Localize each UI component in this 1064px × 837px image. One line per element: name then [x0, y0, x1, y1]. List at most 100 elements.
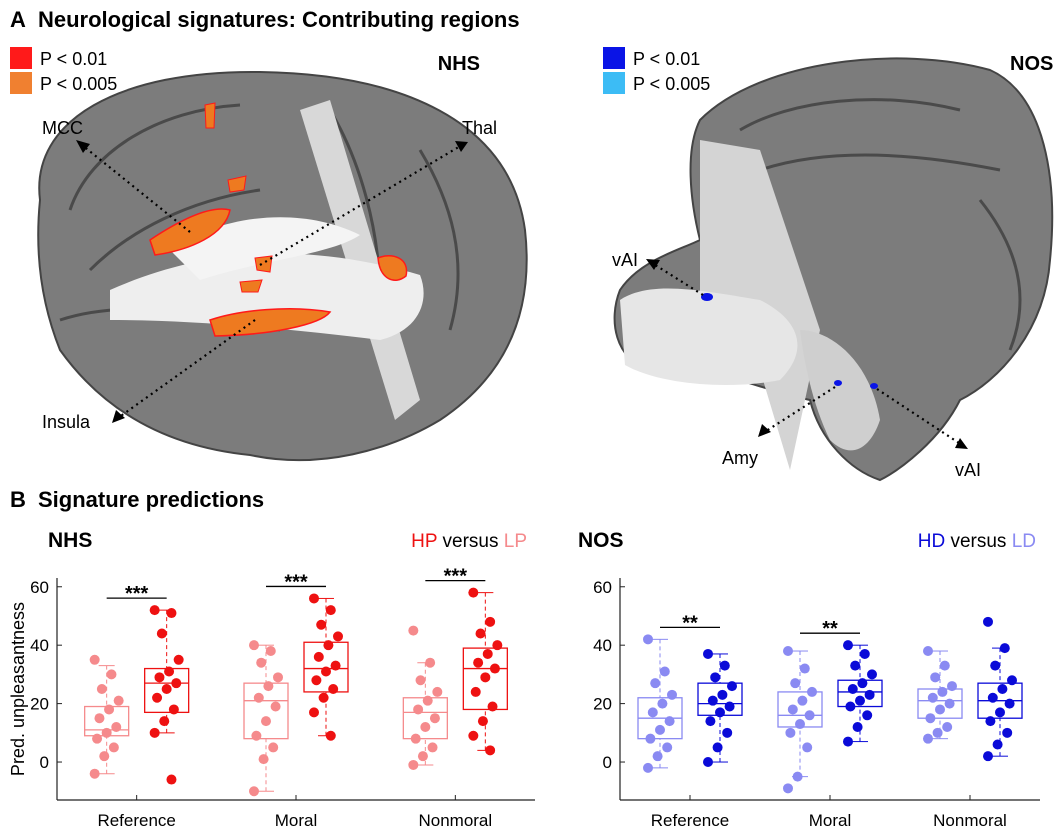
data-point [847, 684, 858, 694]
data-point [724, 701, 735, 712]
data-point [173, 654, 184, 665]
data-point [923, 646, 933, 657]
data-point [995, 707, 1005, 718]
data-point [492, 640, 503, 651]
data-point [108, 742, 119, 753]
data-point [473, 657, 484, 668]
data-point [947, 681, 957, 692]
legend-label: P < 0.01 [40, 49, 107, 69]
data-point [923, 733, 933, 744]
data-point [719, 660, 730, 671]
data-point [263, 681, 274, 692]
region-label: Amy [722, 448, 758, 468]
region-label: vAI [612, 250, 638, 270]
data-point [985, 716, 996, 727]
data-point [468, 587, 479, 598]
data-point [171, 678, 182, 689]
data-point [783, 646, 793, 657]
data-point [939, 660, 950, 671]
significance-label: ** [682, 612, 698, 634]
data-point [925, 713, 936, 724]
region-label: Insula [42, 412, 91, 432]
data-point [256, 657, 267, 668]
data-point [710, 672, 721, 683]
data-point [650, 678, 661, 689]
region-label: vAI [955, 460, 981, 480]
data-point [104, 704, 115, 715]
data-point [664, 716, 675, 727]
data-point [273, 672, 283, 683]
data-point [417, 751, 428, 762]
data-point [703, 648, 713, 659]
data-point [999, 643, 1010, 654]
data-point [410, 733, 421, 744]
data-point [485, 616, 496, 627]
data-point [930, 672, 941, 683]
legend-swatch [603, 47, 625, 69]
data-point [864, 689, 875, 700]
data-point [268, 742, 279, 753]
panel-title: Neurological signatures: Contributing re… [38, 7, 520, 32]
data-point [944, 698, 955, 709]
panel-title: Signature predictions [38, 487, 264, 512]
y-tick-label: 20 [593, 695, 612, 714]
data-point [790, 678, 801, 689]
data-point [432, 686, 443, 697]
legend-entry: LD [1006, 531, 1036, 552]
data-point [89, 768, 100, 779]
data-point [659, 666, 670, 677]
data-point [783, 783, 793, 794]
data-point [94, 713, 105, 724]
legend: HP versus LP [411, 531, 527, 552]
data-point [792, 771, 803, 782]
data-point [487, 701, 498, 712]
data-point [992, 739, 1003, 750]
data-point [92, 733, 103, 744]
data-point [333, 631, 343, 642]
y-axis-label: Pred. unpleasantness [8, 602, 28, 776]
data-point [321, 666, 331, 677]
box [462, 647, 508, 711]
data-point [643, 634, 653, 645]
data-point [309, 707, 319, 718]
data-point [662, 742, 673, 753]
data-point [857, 678, 868, 689]
data-point [802, 742, 813, 753]
y-tick-label: 60 [593, 578, 612, 597]
data-point [645, 733, 656, 744]
data-point [855, 695, 865, 706]
data-point [715, 707, 725, 718]
legend-swatch [603, 72, 625, 94]
data-point [164, 666, 175, 677]
data-point [862, 710, 873, 721]
y-tick-label: 0 [40, 753, 49, 772]
data-point [932, 727, 943, 738]
data-point [983, 751, 993, 762]
legend-entry: HP [411, 531, 437, 552]
chart-title: NHS [48, 529, 92, 552]
data-point [787, 704, 798, 715]
data-point [727, 681, 737, 692]
data-point [482, 648, 493, 659]
data-point [323, 640, 334, 651]
data-point [156, 628, 167, 639]
data-point [111, 721, 122, 732]
box [243, 682, 289, 740]
x-tick-label: Nonmoral [933, 811, 1007, 830]
x-tick-label: Moral [275, 811, 318, 830]
data-point [313, 651, 324, 662]
data-point [258, 754, 269, 765]
data-point [408, 759, 419, 770]
data-point [270, 701, 281, 712]
data-point [261, 716, 271, 727]
data-point [807, 686, 817, 697]
data-point [655, 724, 665, 735]
data-point [667, 689, 677, 700]
data-point [480, 672, 491, 683]
data-point [253, 692, 264, 703]
legend-label: P < 0.01 [633, 49, 700, 69]
legend-label: P < 0.005 [633, 74, 710, 94]
region-label: MCC [42, 118, 83, 138]
data-point [1004, 698, 1015, 709]
